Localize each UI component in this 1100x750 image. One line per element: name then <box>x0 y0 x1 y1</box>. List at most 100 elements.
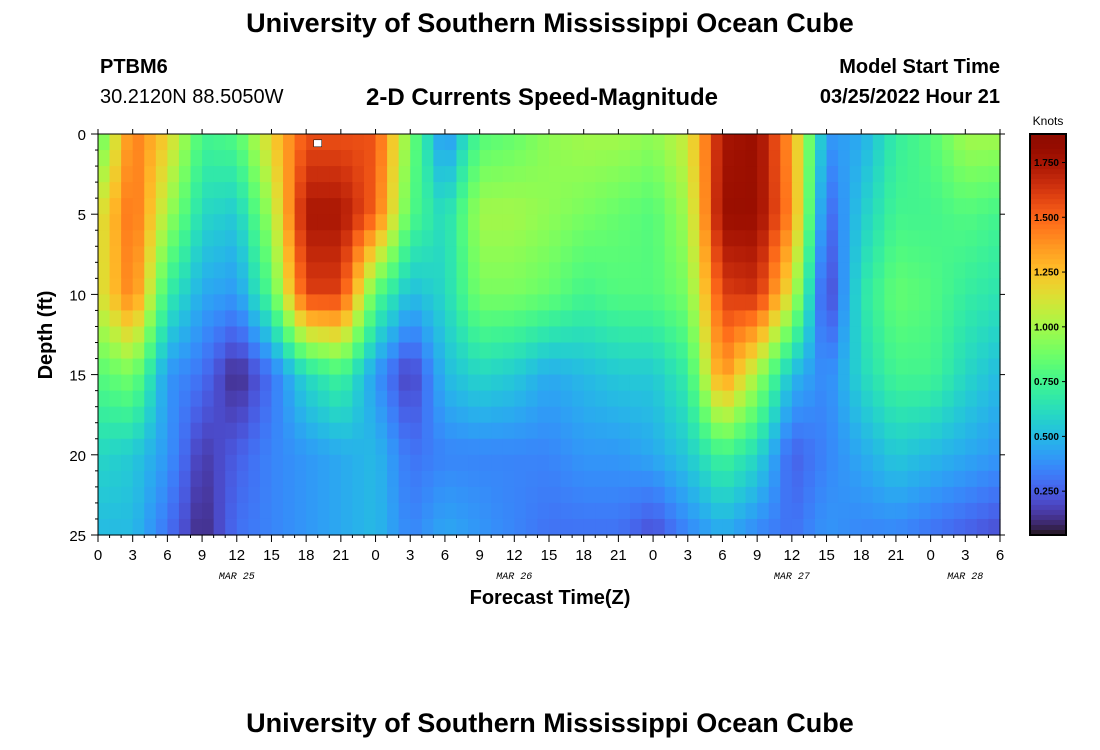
heatmap-cell <box>814 518 828 536</box>
heatmap-cell <box>433 134 446 151</box>
heatmap-cell <box>121 470 134 488</box>
heatmap-cell <box>363 134 377 151</box>
heatmap-cell <box>387 310 400 328</box>
heatmap-cell <box>456 182 469 199</box>
heatmap-cell <box>248 310 261 328</box>
heatmap-cell <box>398 278 411 295</box>
heatmap-cell <box>491 230 504 247</box>
heatmap-cell <box>884 502 897 520</box>
heatmap-cell <box>525 278 539 295</box>
colorbar-segment <box>1030 169 1066 175</box>
heatmap-cell <box>710 230 724 247</box>
colorbar-segment <box>1030 154 1066 160</box>
heatmap-cell <box>919 134 932 151</box>
heatmap-cell <box>895 518 909 536</box>
heatmap-cell <box>502 230 515 247</box>
heatmap-cell <box>306 198 319 215</box>
colorbar-segment <box>1030 244 1066 250</box>
y-tick-label: 15 <box>69 368 86 385</box>
heatmap-cell <box>236 166 249 183</box>
colorbar-segment <box>1030 434 1066 441</box>
heatmap-cell <box>525 374 539 392</box>
heatmap-cell <box>757 422 770 440</box>
heatmap-cell <box>271 278 284 295</box>
heatmap-cell <box>306 454 319 472</box>
heatmap-cell <box>202 358 215 376</box>
heatmap-cell <box>942 390 955 408</box>
heatmap-cell <box>549 230 562 247</box>
heatmap-cell <box>109 214 122 231</box>
heatmap-cell <box>653 310 666 328</box>
heatmap-cell <box>699 326 712 344</box>
heatmap-cell <box>965 294 978 312</box>
heatmap-cell <box>167 486 180 504</box>
heatmap-cell <box>734 454 747 472</box>
heatmap-cell <box>606 166 619 183</box>
heatmap-cell <box>838 278 851 295</box>
heatmap-cell <box>109 230 122 247</box>
heatmap-cell <box>109 198 122 215</box>
heatmap-cell <box>745 374 758 392</box>
heatmap-cell <box>213 422 226 440</box>
heatmap-cell <box>629 150 643 167</box>
heatmap-cell <box>895 246 909 263</box>
heatmap-cell <box>352 342 365 360</box>
heatmap-cell <box>144 502 157 520</box>
currents-heatmap-chart: 0 3 6 9 12 15 18 21 0 3 6 9 12 15 18 21 0 3 6 9 12 15 18 21 0 3 6M… <box>35 114 1067 609</box>
heatmap-cell <box>942 150 955 167</box>
heatmap-cell <box>664 438 677 456</box>
heatmap-cell <box>525 214 539 231</box>
heatmap-cell <box>618 150 631 167</box>
heatmap-cell <box>525 150 539 167</box>
heatmap-cell <box>248 150 261 167</box>
heatmap-cell <box>595 198 608 215</box>
heatmap-cell <box>572 246 585 263</box>
heatmap-cell <box>329 214 342 231</box>
heatmap-cell <box>641 390 654 408</box>
heatmap-cell <box>98 374 111 392</box>
heatmap-cell <box>271 518 284 536</box>
heatmap-cell <box>144 214 157 231</box>
heatmap-cell <box>618 454 631 472</box>
x-tick-label: 3 <box>406 547 414 564</box>
heatmap-cell <box>861 150 874 167</box>
heatmap-cell <box>988 486 1001 504</box>
heatmap-cell <box>433 518 446 536</box>
heatmap-cell <box>965 342 978 360</box>
heatmap-cell <box>861 262 874 279</box>
heatmap-cell <box>363 486 377 504</box>
heatmap-cell <box>491 470 504 488</box>
heatmap-cell <box>537 390 550 408</box>
heatmap-cell <box>560 134 573 151</box>
heatmap-cell <box>236 230 249 247</box>
heatmap-cell <box>375 390 388 408</box>
heatmap-cell <box>676 390 689 408</box>
heatmap-cell <box>144 230 157 247</box>
heatmap-cell <box>456 422 469 440</box>
heatmap-cell <box>387 134 400 151</box>
heatmap-cell <box>421 438 434 456</box>
heatmap-cell <box>525 486 539 504</box>
heatmap-cell <box>618 470 631 488</box>
heatmap-cell <box>653 390 666 408</box>
heatmap-cell <box>271 390 284 408</box>
heatmap-cell <box>456 470 469 488</box>
heatmap-cell <box>433 358 446 376</box>
heatmap-cell <box>768 134 781 151</box>
heatmap-cell <box>167 246 180 263</box>
heatmap-cell <box>202 150 215 167</box>
heatmap-cell <box>236 358 249 376</box>
heatmap-cell <box>236 150 249 167</box>
heatmap-cell <box>895 438 909 456</box>
heatmap-cell <box>363 246 377 263</box>
heatmap-cell <box>491 374 504 392</box>
heatmap-cell <box>248 294 261 312</box>
heatmap-cell <box>699 198 712 215</box>
heatmap-cell <box>317 310 330 328</box>
heatmap-cell <box>294 518 307 536</box>
heatmap-cell <box>271 198 284 215</box>
heatmap-cell <box>329 374 342 392</box>
heatmap-cell <box>340 310 354 328</box>
heatmap-cell <box>537 486 550 504</box>
heatmap-cell <box>109 406 122 424</box>
